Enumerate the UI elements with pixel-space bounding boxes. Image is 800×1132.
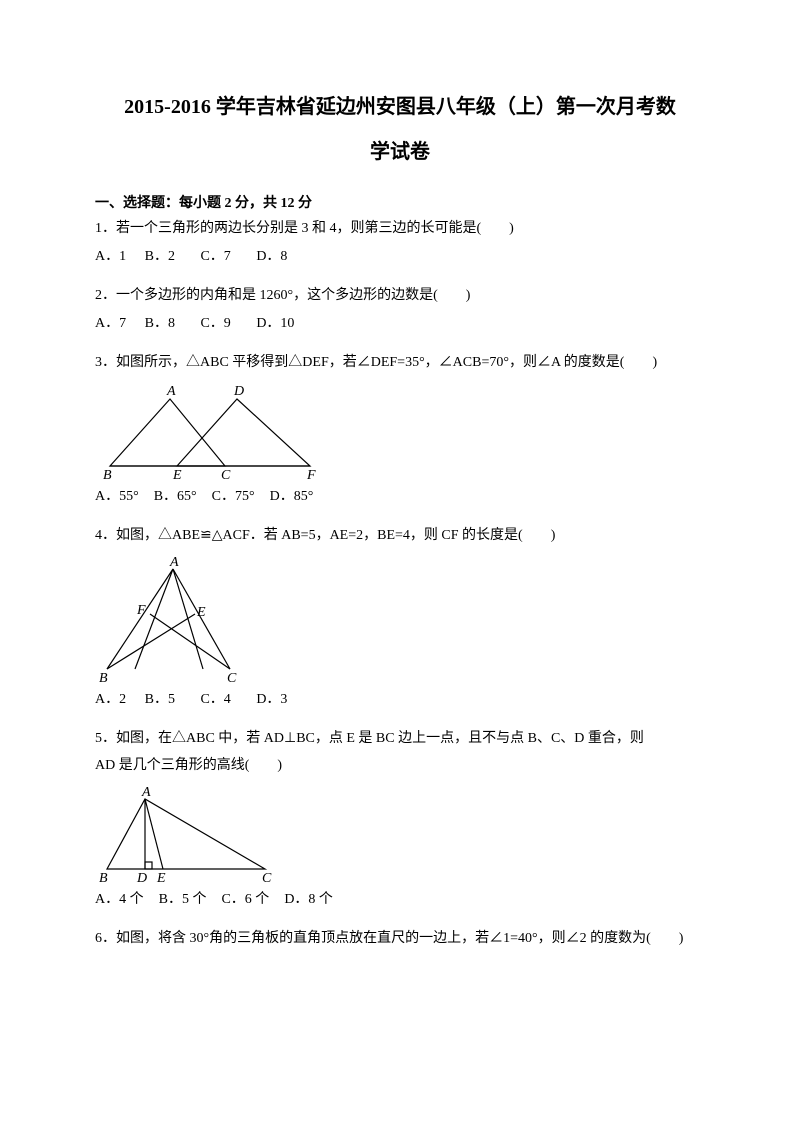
q3-label-C: C xyxy=(221,468,231,481)
q1-options: A．1 B．2 C．7 D．8 xyxy=(95,245,705,265)
question-5: 5．如图，在△ABC 中，若 AD⊥BC，点 E 是 BC 边上一点，且不与点 … xyxy=(95,728,705,908)
q2-optA: A．7 xyxy=(95,316,126,331)
q4-label-C: C xyxy=(227,671,237,684)
q3-optB: B．65° xyxy=(154,489,197,504)
q3-optA: A．55° xyxy=(95,489,139,504)
q3-text: 3．如图所示，△ABC 平移得到△DEF，若∠DEF=35°，∠ACB=70°，… xyxy=(95,352,705,373)
question-3: 3．如图所示，△ABC 平移得到△DEF，若∠DEF=35°，∠ACB=70°，… xyxy=(95,352,705,505)
q2-optD: D．10 xyxy=(256,316,294,331)
q4-label-B: B xyxy=(99,671,108,684)
q3-options: A．55° B．65° C．75° D．85° xyxy=(95,485,705,505)
q3-diagram: A D B E C F xyxy=(95,381,705,481)
title-line1: 2015-2016 学年吉林省延边州安图县八年级（上）第一次月考数 xyxy=(95,90,705,119)
q4-label-E: E xyxy=(196,605,206,620)
q2-text: 2．一个多边形的内角和是 1260°，这个多边形的边数是( ) xyxy=(95,285,705,306)
q5-text1: 5．如图，在△ABC 中，若 AD⊥BC，点 E 是 BC 边上一点，且不与点 … xyxy=(95,728,705,749)
q5-label-D: D xyxy=(136,871,147,884)
q1-text: 1．若一个三角形的两边长分别是 3 和 4，则第三边的长可能是( ) xyxy=(95,218,705,239)
q4-optD: D．3 xyxy=(256,692,287,707)
q3-label-F: F xyxy=(306,468,316,481)
q3-label-B: B xyxy=(103,468,112,481)
q5-label-A: A xyxy=(141,785,151,800)
q2-options: A．7 B．8 C．9 D．10 xyxy=(95,312,705,332)
q4-diagram: A F E B C xyxy=(95,554,705,684)
q1-optB: B．2 xyxy=(145,249,175,264)
q5-optA: A．4 个 xyxy=(95,892,144,907)
title-line2: 学试卷 xyxy=(95,135,705,164)
q1-optA: A．1 xyxy=(95,249,126,264)
q3-label-A: A xyxy=(166,384,176,399)
q3-optD: D．85° xyxy=(270,489,314,504)
question-4: 4．如图，△ABE≌△ACF．若 AB=5，AE=2，BE=4，则 CF 的长度… xyxy=(95,525,705,708)
q5-label-C: C xyxy=(262,871,272,884)
q5-label-B: B xyxy=(99,871,108,884)
q5-optC: C．6 个 xyxy=(221,892,269,907)
q6-text: 6．如图，将含 30°角的三角板的直角顶点放在直尺的一边上，若∠1=40°，则∠… xyxy=(95,928,705,949)
q4-text: 4．如图，△ABE≌△ACF．若 AB=5，AE=2，BE=4，则 CF 的长度… xyxy=(95,525,705,546)
q4-svg: A F E B C xyxy=(95,554,255,684)
q5-optD: D．8 个 xyxy=(284,892,333,907)
q4-optB: B．5 xyxy=(145,692,175,707)
q5-options: A．4 个 B．5 个 C．6 个 D．8 个 xyxy=(95,888,705,908)
section-header: 一、选择题：每小题 2 分，共 12 分 xyxy=(95,192,705,212)
q4-label-A: A xyxy=(169,555,179,570)
q5-svg: A B D E C xyxy=(95,784,285,884)
q5-diagram: A B D E C xyxy=(95,784,705,884)
q4-optA: A．2 xyxy=(95,692,126,707)
q1-optC: C．7 xyxy=(200,249,230,264)
q5-text2: AD 是几个三角形的高线( ) xyxy=(95,755,705,776)
q4-optC: C．4 xyxy=(200,692,230,707)
q1-optD: D．8 xyxy=(256,249,287,264)
question-6: 6．如图，将含 30°角的三角板的直角顶点放在直尺的一边上，若∠1=40°，则∠… xyxy=(95,928,705,949)
q4-options: A．2 B．5 C．4 D．3 xyxy=(95,688,705,708)
q2-optB: B．8 xyxy=(145,316,175,331)
q3-label-E: E xyxy=(172,468,182,481)
q4-label-F: F xyxy=(136,603,146,618)
q5-optB: B．5 个 xyxy=(159,892,207,907)
q3-label-D: D xyxy=(233,384,244,399)
q2-optC: C．9 xyxy=(200,316,230,331)
q3-svg: A D B E C F xyxy=(95,381,325,481)
question-2: 2．一个多边形的内角和是 1260°，这个多边形的边数是( ) A．7 B．8 … xyxy=(95,285,705,332)
q5-label-E: E xyxy=(156,871,166,884)
question-1: 1．若一个三角形的两边长分别是 3 和 4，则第三边的长可能是( ) A．1 B… xyxy=(95,218,705,265)
q3-optC: C．75° xyxy=(212,489,255,504)
